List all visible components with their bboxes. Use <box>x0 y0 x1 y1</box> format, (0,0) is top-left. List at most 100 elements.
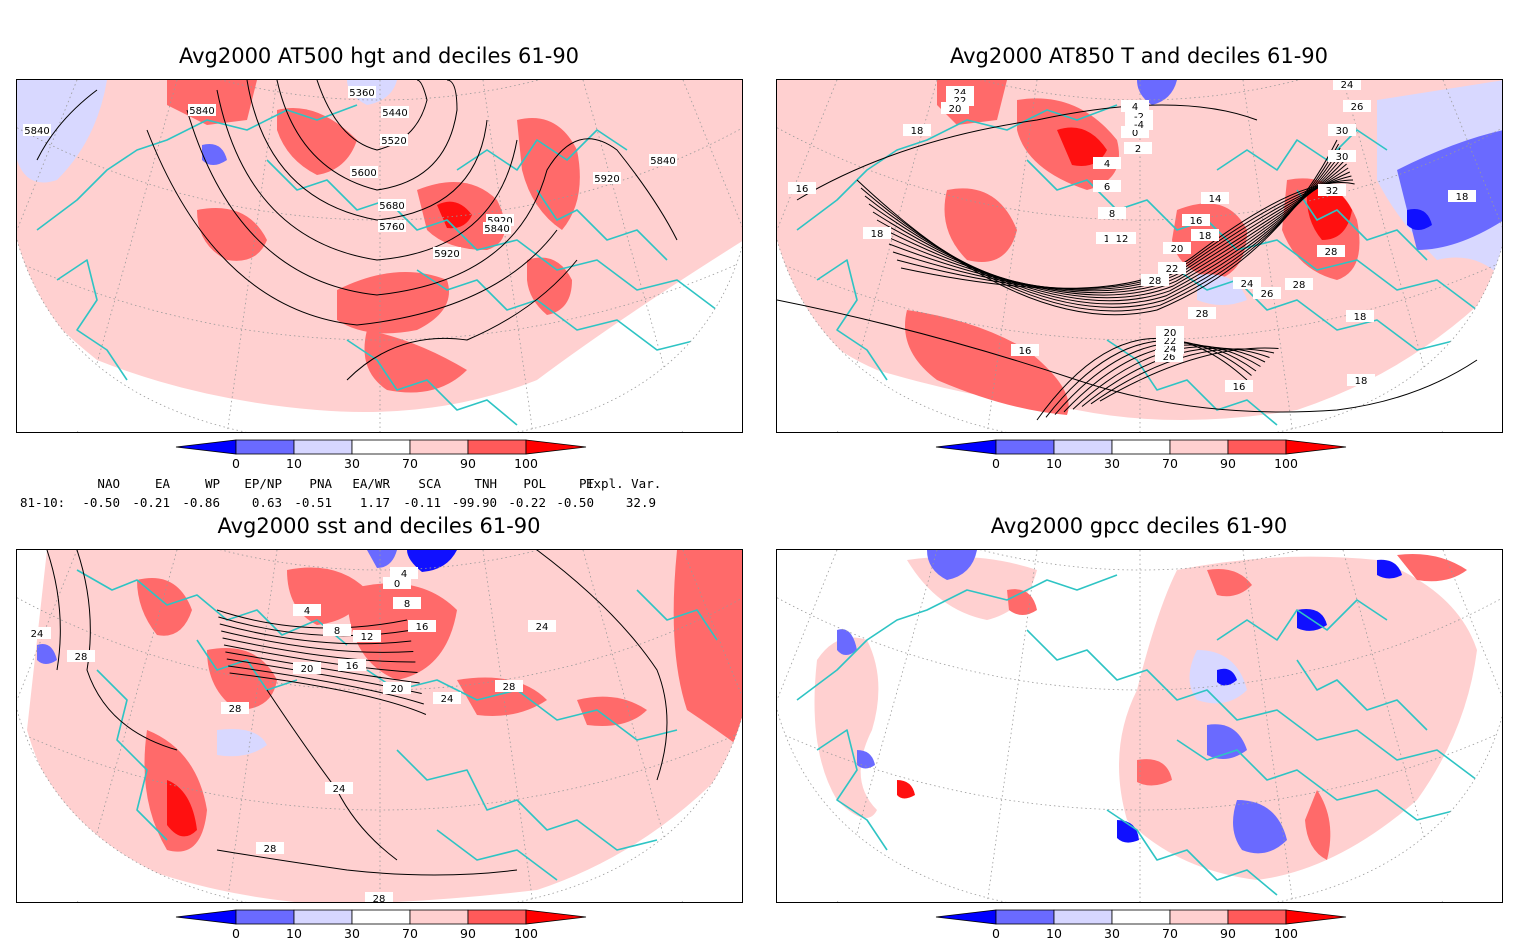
colorbar-tick-label: 90 <box>1220 456 1236 471</box>
contour-label: 28 <box>1149 276 1162 287</box>
index-name: EP/NP <box>244 476 282 491</box>
contour-label: 22 <box>954 96 967 107</box>
colorbar-tick-label: 10 <box>1046 926 1062 940</box>
contour-label: 18 <box>1456 192 1469 203</box>
colorbar-tick-label: 100 <box>1274 926 1298 940</box>
contour-label: 20 <box>391 684 404 695</box>
index-value: -0.50 <box>82 495 120 510</box>
index-value: 0.63 <box>251 495 282 510</box>
colorbar-tick-label: 70 <box>402 926 418 940</box>
contour-label: 20 <box>301 664 314 675</box>
decile-shading <box>437 201 472 229</box>
decile-shading <box>37 644 57 664</box>
index-name: PT <box>578 476 594 491</box>
contour-label: 12 <box>361 632 374 643</box>
contour-label-bg <box>1188 307 1216 319</box>
index-name: PNA <box>309 476 332 491</box>
contour-label-bg <box>378 199 406 211</box>
decile-shading <box>837 629 857 655</box>
contour-label-bg <box>380 134 408 146</box>
colorbar-tick-label: 100 <box>514 456 538 471</box>
contour-label: 24 <box>536 622 549 633</box>
contour-label: 5840 <box>24 126 49 137</box>
contour-label-bg <box>1141 274 1169 286</box>
index-value: -99.90 <box>451 495 497 510</box>
contour-label: 24 <box>1341 80 1354 91</box>
contour-label: 12 <box>1116 234 1129 245</box>
contour-label-bg <box>1108 232 1136 244</box>
coastlines-and-borders <box>796 104 1478 426</box>
contour-label-bg <box>1201 192 1229 204</box>
indices-value-row: 81-10: -0.50 -0.21 -0.86 0.63 -0.51 1.17 -0.11… <box>20 495 680 511</box>
colorbar-segment <box>1111 439 1171 455</box>
decile-shading <box>857 750 875 769</box>
map-gpcc <box>776 549 1503 903</box>
decile-shading <box>1217 668 1237 686</box>
contour-label: 5760 <box>379 222 404 233</box>
contour-label-bg <box>293 662 321 674</box>
contour-label: 0 <box>1132 128 1138 139</box>
colorbar-segment <box>293 909 353 925</box>
colorbar-tick-label: 10 <box>1046 456 1062 471</box>
colorbar-sst: 0 10 30 70 90 100 <box>175 909 587 940</box>
colorbar-tick-label: 0 <box>232 456 240 471</box>
contour-label-bg <box>495 680 523 692</box>
contour-label: 5840 <box>650 156 675 167</box>
panel-title-hgt: Avg2000 AT500 hgt and deciles 61-90 <box>178 44 580 68</box>
contour-label-bg <box>383 682 411 694</box>
colorbar-segment <box>995 909 1055 925</box>
contour-label: 16 <box>346 661 359 672</box>
contour-label: 24 <box>1241 279 1254 290</box>
contour-label-bg <box>378 220 406 232</box>
colorbar-hgt: 0 10 30 70 90 100 <box>175 439 587 471</box>
contour-label: 16 <box>416 622 429 633</box>
contour-label-bg <box>325 782 353 794</box>
contour-label-bg <box>1347 374 1375 386</box>
contour-label-bg <box>188 104 216 116</box>
panel-title-t850: Avg2000 AT850 T and deciles 61-90 <box>949 44 1329 68</box>
contour-label-bg <box>256 842 284 854</box>
index-value: -0.50 <box>556 495 594 510</box>
contour-label: -2 <box>1134 112 1144 123</box>
colorbar-tick-label: 10 <box>286 926 302 940</box>
contour-label-bg <box>528 620 556 632</box>
contour-label-bg <box>1011 344 1039 356</box>
contour-label: 28 <box>373 894 386 903</box>
decile-shading <box>207 648 277 710</box>
decile-shading <box>1137 759 1172 786</box>
contour-label: 16 <box>1190 216 1203 227</box>
colorbar-left-arrow <box>175 439 237 455</box>
contour-label-bg <box>348 86 376 98</box>
contour-label-bg <box>408 620 436 632</box>
contour-label-bg <box>350 166 378 178</box>
decile-shading <box>17 80 107 183</box>
colorbar-segment <box>1227 439 1287 455</box>
colorbar-right-arrow <box>525 909 587 925</box>
contour-label: 5680 <box>379 201 404 212</box>
contour-label-bg <box>1125 118 1153 130</box>
contour-label: 4 <box>1132 102 1138 113</box>
contour-label: 0 <box>394 579 400 590</box>
decile-shading <box>897 780 915 799</box>
teleconnection-indices: NAO EA WP EP/NP PNA EA/WR SCA TNH POL PT Expl. Var… <box>20 474 680 514</box>
contour-label-bg <box>221 702 249 714</box>
contour-label: 32 <box>1326 186 1339 197</box>
colorbar-tick-label: 30 <box>344 456 360 471</box>
colorbar-segment <box>351 909 411 925</box>
contour-label-bg <box>1448 190 1476 202</box>
contour-label-bg <box>390 567 418 579</box>
contour-label: 28 <box>75 652 88 663</box>
contour-label: 4 <box>304 606 310 617</box>
decile-shading <box>217 729 267 757</box>
contour-label: 30 <box>1336 126 1349 137</box>
contour-label: 16 <box>1233 382 1246 393</box>
colorbar-tick-label: 0 <box>992 456 1000 471</box>
decile-shading <box>457 677 547 716</box>
contour-label: 5840 <box>189 106 214 117</box>
contour-label: 2 <box>1135 144 1141 155</box>
decile-shading <box>1305 790 1331 860</box>
coastlines-and-borders <box>36 104 718 426</box>
contour-label: -4 <box>1134 120 1144 131</box>
colorbar-tick-label: 70 <box>1162 456 1178 471</box>
